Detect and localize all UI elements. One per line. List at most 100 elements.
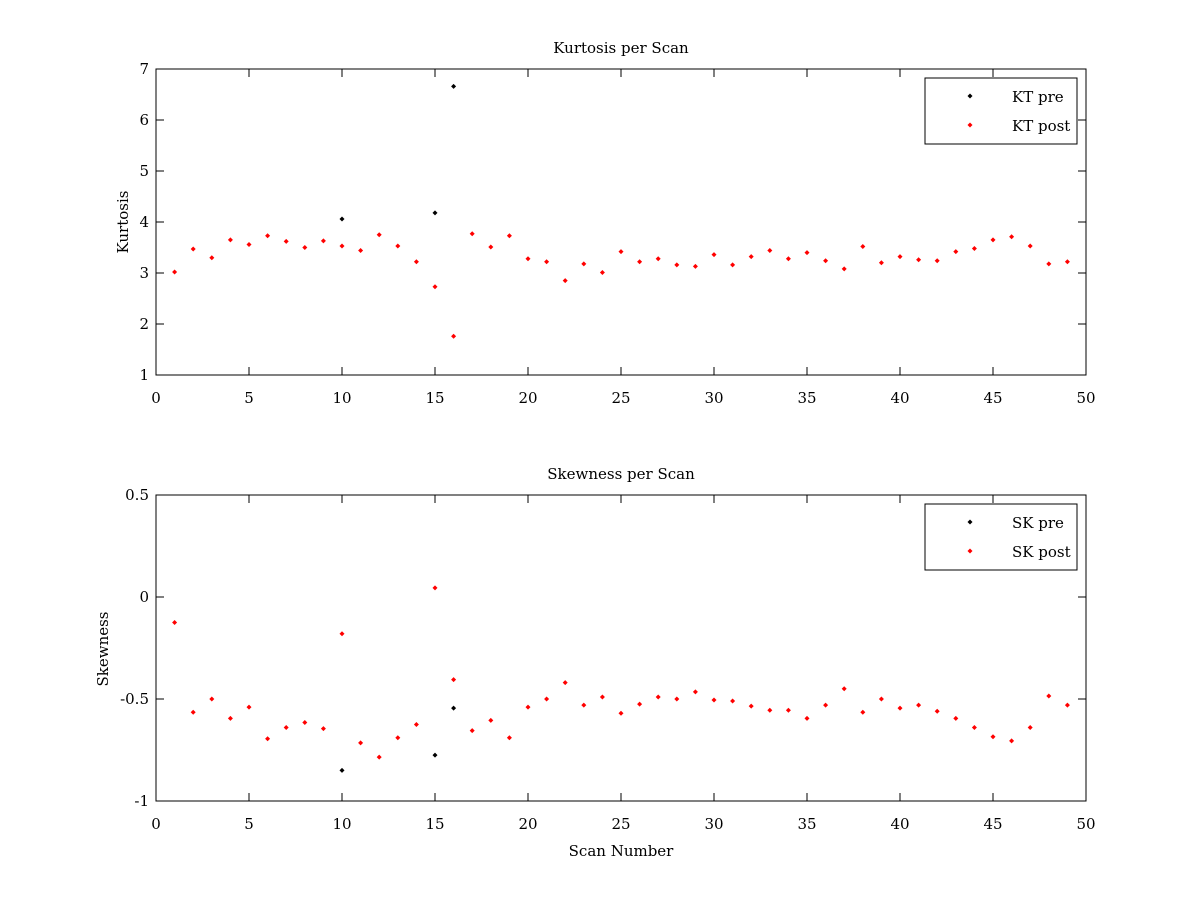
- skewness-point: [599, 694, 605, 700]
- kurtosis-point: [283, 238, 289, 244]
- kurtosis-point: [432, 284, 438, 290]
- kurtosis-point: [488, 244, 494, 250]
- skewness-point: [1009, 738, 1015, 744]
- skewness-point: [804, 715, 810, 721]
- skewness-point: [451, 677, 457, 683]
- kurtosis-x-tick-label: 10: [332, 389, 351, 407]
- skewness-point: [451, 705, 457, 711]
- skewness-point: [767, 707, 773, 713]
- skewness-point: [730, 698, 736, 704]
- kurtosis-series-pre: [339, 83, 457, 222]
- skewness-point: [413, 722, 419, 727]
- skewness-point: [674, 696, 680, 702]
- kurtosis-point: [785, 256, 791, 262]
- kurtosis-point: [209, 255, 215, 261]
- skewness-point: [544, 696, 550, 702]
- skewness-point: [469, 728, 475, 734]
- kurtosis-x-tick-label: 0: [151, 389, 161, 407]
- kurtosis-legend-label: KT post: [1012, 117, 1070, 135]
- kurtosis-point: [711, 252, 717, 258]
- kurtosis-point: [860, 243, 866, 249]
- skewness-point: [190, 709, 196, 715]
- kurtosis-point: [227, 237, 233, 243]
- kurtosis-point: [971, 246, 977, 252]
- skewness-point: [265, 736, 271, 742]
- kurtosis-point: [674, 262, 680, 268]
- skewness-point: [302, 719, 308, 725]
- kurtosis-x-tick-label: 45: [983, 389, 1002, 407]
- skewness-x-tick-label: 35: [797, 815, 816, 833]
- kurtosis-point: [897, 254, 903, 260]
- skewness-point: [506, 735, 512, 741]
- skewness-panel: Skewness per Scan Skewness Scan Number 0…: [94, 465, 1096, 860]
- kurtosis-point: [934, 258, 940, 264]
- kurtosis-point: [599, 269, 605, 275]
- kurtosis-point: [339, 216, 345, 222]
- kurtosis-panel: Kurtosis per Scan Kurtosis 0 5 10 15 20 25 30 3…: [114, 39, 1096, 407]
- kurtosis-point: [376, 232, 382, 238]
- kurtosis-y-tick-label: 6: [139, 111, 149, 129]
- kurtosis-y-tick-label: 4: [139, 213, 149, 231]
- kurtosis-point: [990, 237, 996, 243]
- kurtosis-x-tick-label: 30: [704, 389, 723, 407]
- skewness-y-tick-label: -1: [134, 792, 149, 810]
- kurtosis-point: [320, 238, 326, 244]
- skewness-point: [748, 703, 754, 709]
- skewness-point: [283, 725, 289, 731]
- kurtosis-legend-marker: [967, 93, 973, 99]
- kurtosis-point: [451, 83, 457, 89]
- kurtosis-point: [265, 233, 271, 239]
- skewness-series-pre: [339, 705, 457, 773]
- skewness-point: [916, 702, 922, 708]
- kurtosis-point: [841, 266, 847, 272]
- kurtosis-legend-marker: [967, 122, 973, 128]
- kurtosis-point: [190, 246, 196, 252]
- skewness-legend-box: [924, 503, 1078, 571]
- kurtosis-x-tick-label: 5: [244, 389, 254, 407]
- kurtosis-point: [246, 241, 252, 247]
- kurtosis-legend-label: KT pre: [1012, 88, 1064, 106]
- skewness-point: [581, 702, 587, 708]
- skewness-title: Skewness per Scan: [547, 465, 695, 483]
- skewness-x-tick-label: 45: [983, 815, 1002, 833]
- skewness-point: [953, 715, 959, 721]
- skewness-point: [1064, 702, 1070, 708]
- skewness-point: [339, 631, 345, 637]
- kurtosis-point: [395, 243, 401, 249]
- skewness-point: [432, 752, 438, 758]
- kurtosis-point: [823, 258, 829, 264]
- kurtosis-x-tick-label: 50: [1076, 389, 1095, 407]
- kurtosis-point: [1009, 234, 1015, 240]
- kurtosis-point: [767, 248, 773, 254]
- skewness-y-tick-label: 0: [139, 588, 149, 606]
- kurtosis-point: [1027, 243, 1033, 249]
- kurtosis-x-tick-label: 35: [797, 389, 816, 407]
- kurtosis-y-tick-label: 1: [139, 366, 149, 384]
- kurtosis-point: [730, 262, 736, 268]
- skewness-point: [785, 707, 791, 713]
- skewness-point: [1027, 725, 1033, 731]
- kurtosis-series-post: [172, 231, 1070, 339]
- skewness-x-tick-label: 0: [151, 815, 161, 833]
- skewness-point: [432, 585, 438, 591]
- kurtosis-point: [302, 245, 308, 250]
- skewness-point: [990, 734, 996, 740]
- skewness-point: [655, 694, 661, 700]
- skewness-x-tick-label: 15: [425, 815, 444, 833]
- skewness-y-tick-label: 0.5: [125, 486, 149, 504]
- kurtosis-point: [469, 231, 475, 237]
- skewness-x-tick-label: 10: [332, 815, 351, 833]
- skewness-x-tick-label: 20: [518, 815, 537, 833]
- kurtosis-y-tick-label: 2: [139, 315, 149, 333]
- kurtosis-ylabel: Kurtosis: [114, 191, 132, 254]
- kurtosis-point: [358, 248, 364, 254]
- kurtosis-point: [525, 256, 531, 262]
- skewness-series-post: [172, 585, 1070, 760]
- skewness-point: [209, 696, 215, 702]
- kurtosis-point: [637, 259, 643, 265]
- skewness-point: [860, 709, 866, 715]
- kurtosis-point: [655, 256, 661, 262]
- kurtosis-point: [804, 250, 810, 256]
- kurtosis-point: [916, 257, 922, 263]
